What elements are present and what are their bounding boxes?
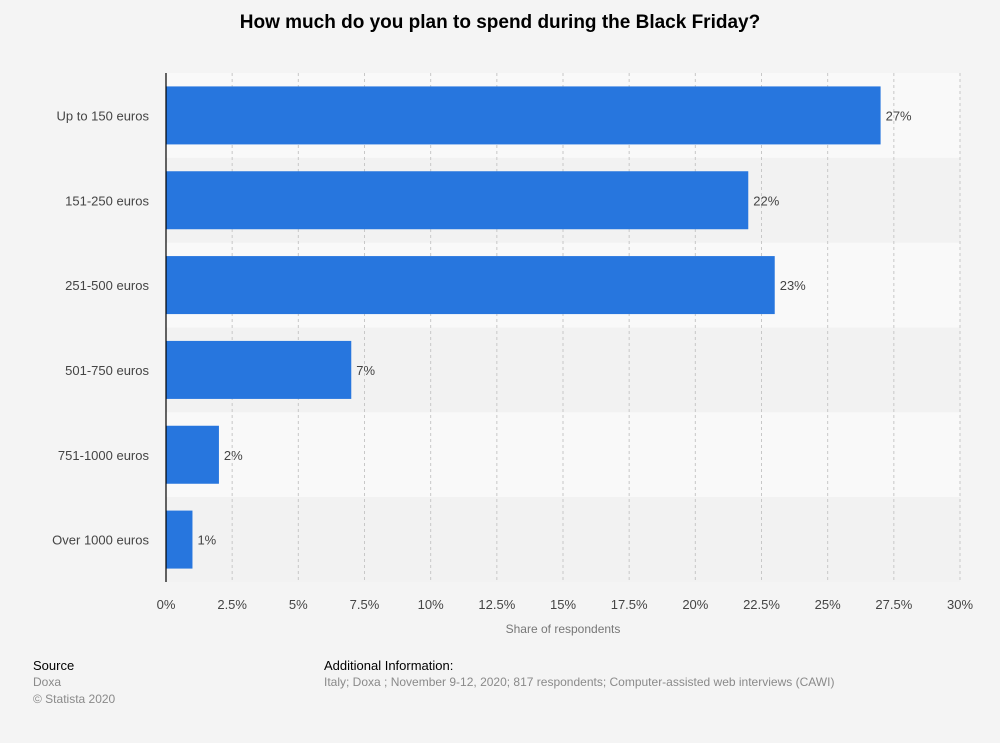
copyright-text: © Statista 2020	[33, 692, 116, 706]
x-axis-title: Share of respondents	[506, 622, 621, 636]
x-tick-label: 15%	[550, 597, 576, 612]
additional-info-heading: Additional Information:	[324, 658, 454, 673]
x-tick-label: 30%	[947, 597, 973, 612]
bar-4	[166, 340, 352, 399]
value-label: 23%	[780, 278, 806, 293]
chart-title: How much do you plan to spend during the…	[239, 12, 761, 33]
x-tick-label: 27.5%	[875, 597, 912, 612]
bar-5	[166, 425, 219, 484]
bar-1	[166, 86, 881, 145]
value-label: 1%	[197, 533, 216, 548]
category-label: Over 1000 euros	[52, 533, 149, 548]
x-tick-label: 10%	[418, 597, 444, 612]
additional-info-text: Italy; Doxa ; November 9-12, 2020; 817 r…	[324, 675, 835, 689]
value-label: 2%	[224, 448, 243, 463]
x-tick-label: 20%	[682, 597, 708, 612]
category-label: 751-1000 euros	[58, 448, 150, 463]
x-tick-label: 25%	[815, 597, 841, 612]
row-band	[166, 412, 960, 498]
category-label: 501-750 euros	[65, 363, 149, 378]
category-label: 151-250 euros	[65, 193, 149, 208]
bar-2	[166, 171, 749, 230]
x-tick-label: 5%	[289, 597, 308, 612]
source-section: Source Doxa © Statista 2020	[33, 658, 115, 708]
value-label: 22%	[753, 193, 779, 208]
additional-info-section: Additional Information: Italy; Doxa ; No…	[324, 658, 834, 691]
x-tick-label: 2.5%	[217, 597, 247, 612]
x-tick-label: 7.5%	[350, 597, 380, 612]
x-tick-label: 17.5%	[611, 597, 648, 612]
bar-6	[166, 510, 193, 569]
row-band	[166, 497, 960, 582]
source-heading: Source	[33, 658, 75, 673]
x-tick-label: 0%	[157, 597, 176, 612]
value-label: 27%	[886, 108, 912, 123]
category-label: Up to 150 euros	[56, 108, 149, 123]
category-label: 251-500 euros	[65, 278, 149, 293]
value-label: 7%	[356, 363, 375, 378]
x-tick-label: 22.5%	[743, 597, 780, 612]
bar-3	[166, 256, 775, 315]
source-name: Doxa	[33, 675, 62, 689]
x-tick-label: 12.5%	[478, 597, 515, 612]
